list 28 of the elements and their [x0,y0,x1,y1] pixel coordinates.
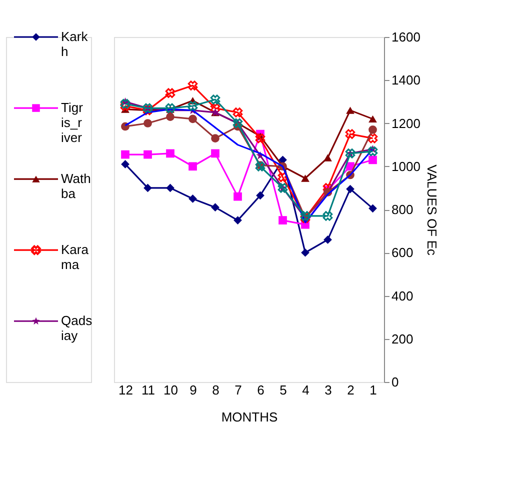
legend-label: Karkh [61,29,88,59]
x-tick-label: 9 [190,382,197,398]
y-tick-label: 200 [392,331,414,346]
x-tick-label: 12 [118,382,133,398]
x-tick-label: 7 [234,382,242,398]
x-tick-label: 5 [280,382,287,398]
x-tick-label: 1 [370,382,377,398]
legend-label: Wathba [61,171,91,202]
x-tick-label: 10 [164,382,178,398]
y-tick-label: 800 [392,202,414,217]
x-axis-title: MONTHS [221,410,278,424]
y-tick-label: 0 [392,374,399,390]
y-tick-label: 600 [392,245,414,260]
x-tick-label: 2 [347,382,354,398]
legend-label: Tigris_river [61,100,84,146]
y-tick-label: 400 [392,288,414,304]
y-axis-title: VALUES OF Ec [424,164,440,256]
x-tick-label: 8 [212,382,220,398]
x-tick-label: 6 [257,382,264,398]
legend-label: Qadsiay [61,313,93,344]
x-tick-label: 3 [324,382,332,398]
y-tick-label: 1200 [392,116,420,131]
x-tick-label: 4 [302,382,310,398]
y-tick-label: 1600 [392,30,420,44]
legend-label: Karama [61,242,90,272]
x-tick-label: 11 [142,382,155,398]
y-tick-label: 1400 [392,72,420,88]
y-tick-label: 1000 [392,158,420,174]
